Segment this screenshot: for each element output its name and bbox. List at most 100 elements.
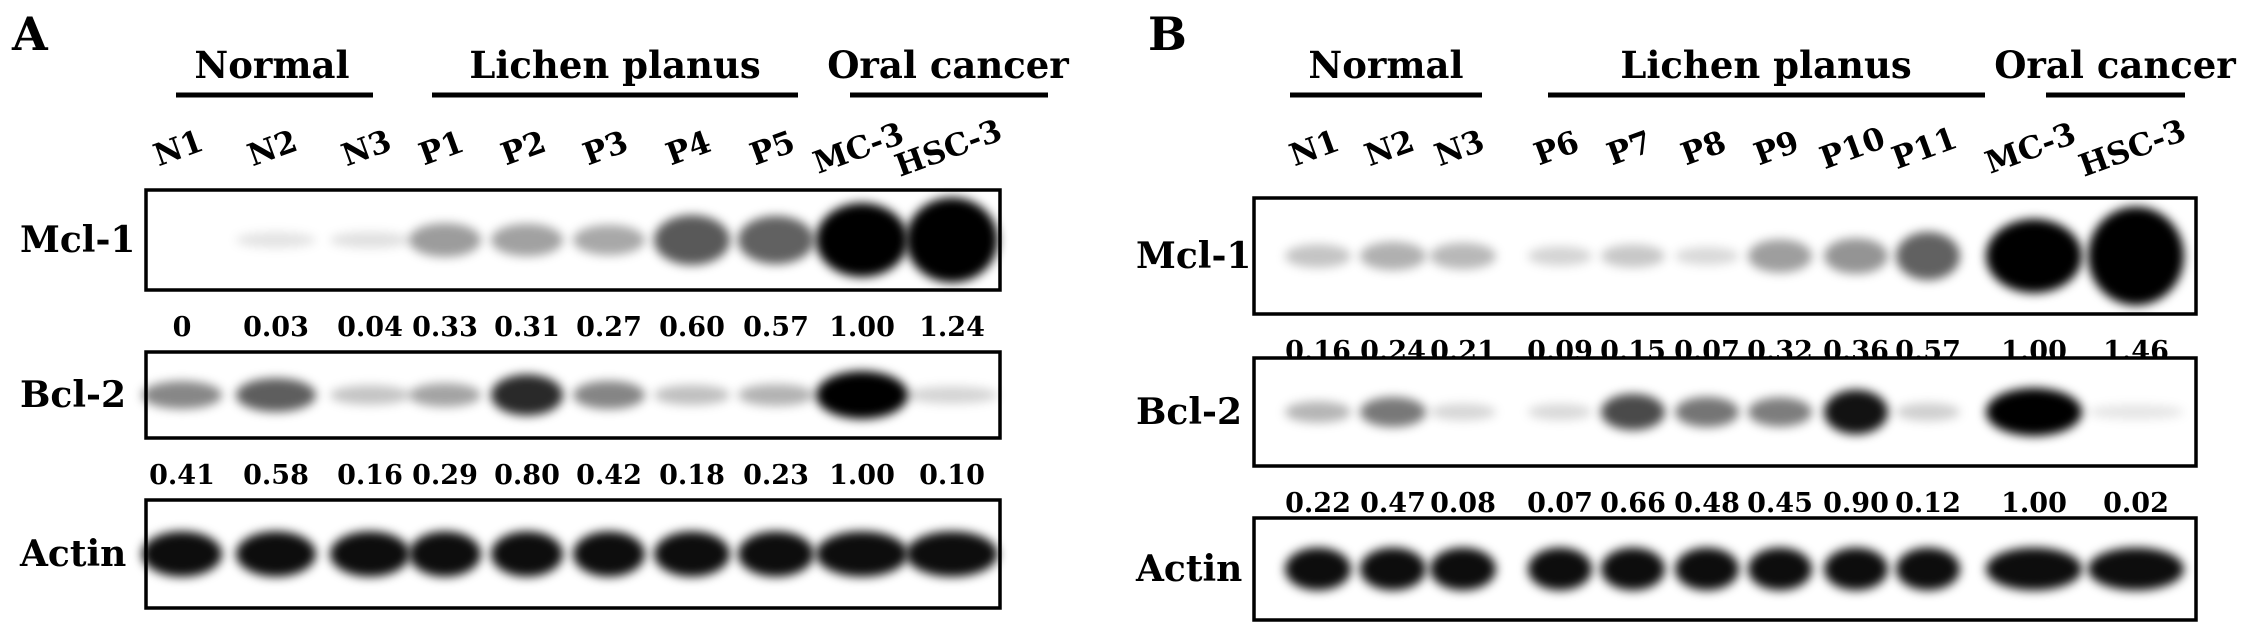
row-label: Bcl-2 [1136,391,1242,433]
density-value: 0.57 [743,312,809,343]
band [1360,547,1426,591]
panel-b: B Normal Lichen planus Oral cancer N1 N2 N3 P6 P… [1135,7,2236,622]
density-value: 0.41 [149,460,215,491]
lane-label: P2 [496,124,550,173]
band [1675,246,1739,266]
band [738,384,814,406]
band [142,531,222,577]
density-value: 0.18 [659,460,725,491]
band [1430,547,1496,591]
density-value: 0.23 [743,460,809,491]
density-value: 0.03 [243,312,309,343]
density-value: 0.48 [1674,488,1740,519]
band [2088,547,2184,591]
density-value: 0.60 [659,312,725,343]
band [1430,242,1496,270]
band [2088,206,2184,306]
band [906,386,998,404]
density-value: 0.04 [337,312,403,343]
lane-label: MC-3 [1981,116,2081,182]
band [1528,403,1592,421]
band [1601,244,1665,268]
lane-label: P11 [1887,120,1962,177]
lane-label: N1 [1285,123,1344,174]
lane-label: HSC-3 [890,113,1006,185]
lane-label: N3 [1430,123,1489,174]
band [409,223,481,257]
group-label-0: Normal [1308,43,1463,87]
lane-label: P1 [414,124,468,173]
band [1360,397,1426,427]
band [236,232,316,248]
density-value: 1.00 [2001,488,2067,519]
band [573,224,645,256]
band [1896,547,1960,591]
density-value: 0.58 [243,460,309,491]
band [409,383,481,407]
band [1601,393,1665,431]
lane-label: P5 [745,124,799,173]
band [1824,547,1888,591]
group-label-2: Oral cancer [1994,43,2236,87]
density-value: 1.00 [829,460,895,491]
density-value: 0.90 [1823,488,1889,519]
band [1986,547,2082,591]
panel-letter: B [1148,7,1187,61]
group-label-1: Lichen planus [469,43,760,87]
blot-row-actin: Actin [19,498,1002,610]
band [654,531,730,577]
density-value: 0.08 [1430,488,1496,519]
band [906,197,998,283]
density-value: 0.31 [494,312,560,343]
density-value: 0.66 [1600,488,1666,519]
band [1285,244,1351,268]
density-value: 1.24 [919,312,985,343]
band [1285,401,1351,423]
density-value: 0.80 [494,460,560,491]
band [491,531,563,577]
band [1675,396,1739,428]
blot-row-bcl-2: Bcl-2 [20,350,1002,440]
group-label-0: Normal [194,43,349,87]
lane-label: N2 [243,123,302,174]
panel-a: A Normal Lichen planus Oral cancer N1 N2 N3 P1 P… [11,7,1069,610]
band [1748,239,1812,273]
band [1824,389,1888,435]
band [1601,547,1665,591]
band [1675,547,1739,591]
density-value: 0.07 [1527,488,1593,519]
band [654,215,730,265]
row-label: Mcl-1 [1136,235,1251,277]
band [1748,547,1812,591]
lane-label: N2 [1360,123,1419,174]
band [1430,403,1496,421]
band [1285,547,1351,591]
blot-row-mcl-1: Mcl-1 [20,188,1002,292]
row-label: Bcl-2 [20,374,126,416]
panel-letter: A [11,7,49,61]
band [330,231,410,249]
band [330,531,410,577]
density-value: 0.42 [576,460,642,491]
band [1360,241,1426,271]
lane-label: N3 [337,123,396,174]
band [142,381,222,409]
row-label: Actin [1135,548,1242,590]
lane-label: P8 [1676,124,1730,173]
band [1824,238,1888,274]
group-label-2: Oral cancer [827,43,1069,87]
density-value: 0.29 [412,460,478,491]
lane-label: HSC-3 [2074,113,2190,185]
density-value: 0.33 [412,312,478,343]
band [1748,397,1812,427]
blot-row-actin: Actin [1135,516,2198,622]
density-value: 0.22 [1285,488,1351,519]
band [1896,231,1960,281]
band [816,531,908,577]
band [738,215,814,265]
density-value: 1.00 [829,312,895,343]
band [236,531,316,577]
band [816,203,908,277]
row-label: Mcl-1 [20,219,135,261]
group-label-1: Lichen planus [1620,43,1911,87]
